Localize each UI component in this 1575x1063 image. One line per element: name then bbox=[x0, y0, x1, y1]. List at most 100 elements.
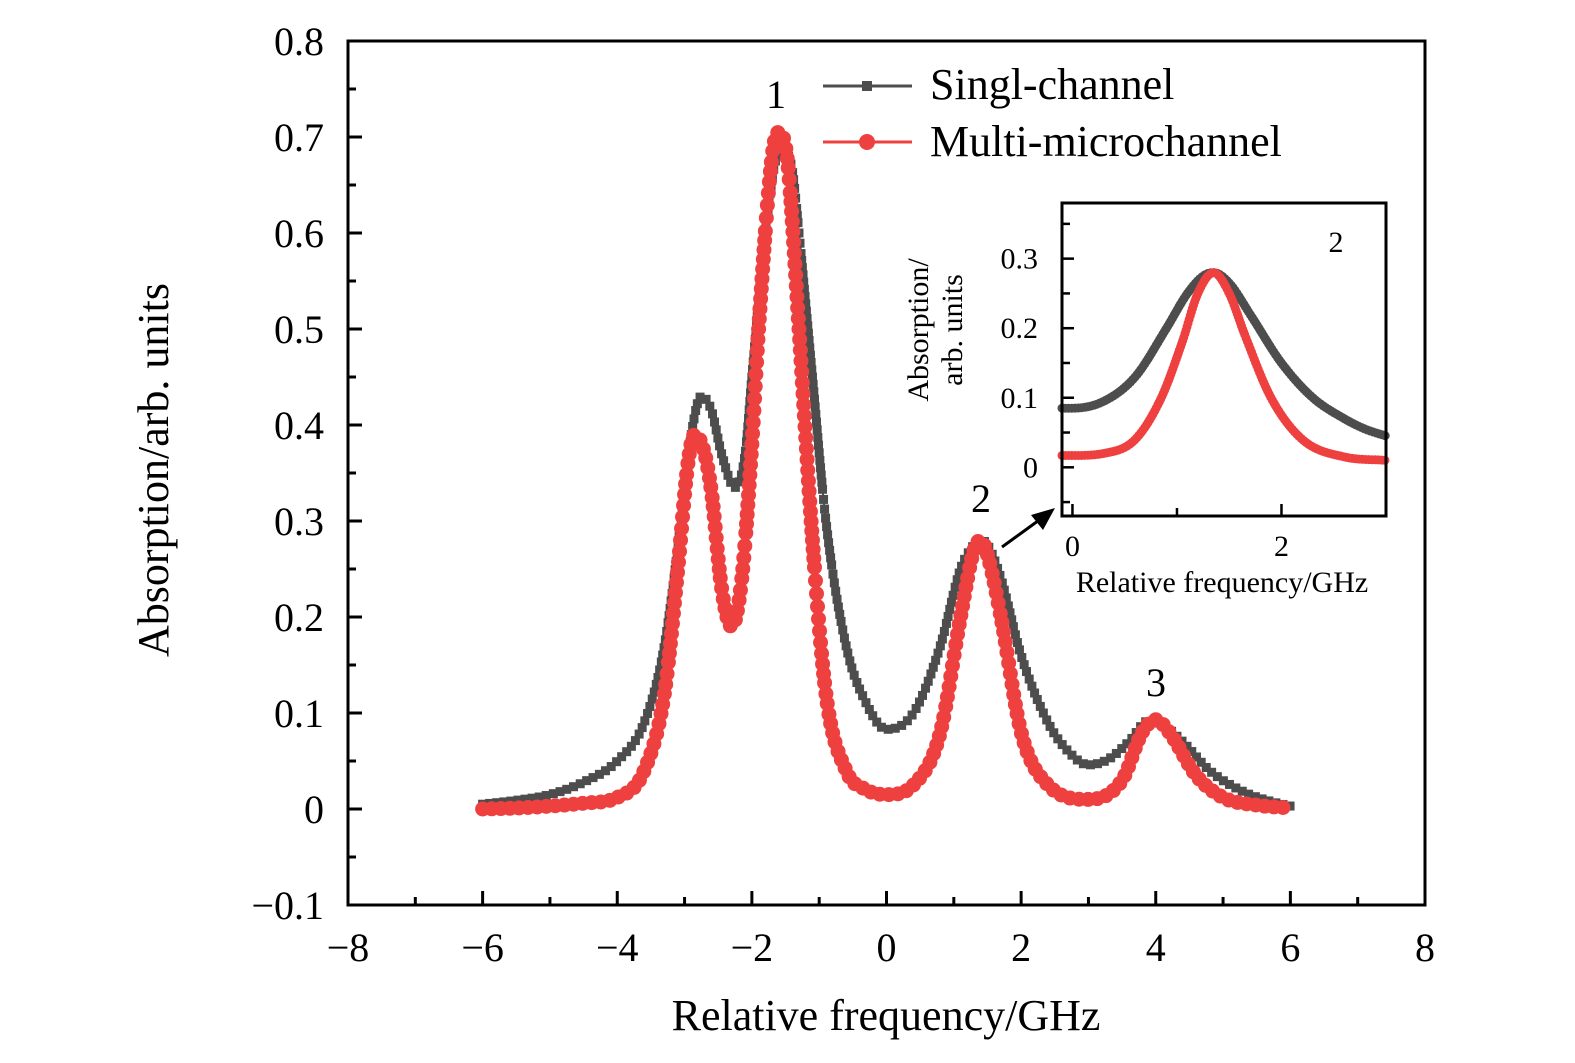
data-point-singl-channel bbox=[622, 747, 632, 757]
data-point-singl-channel bbox=[797, 263, 807, 273]
data-point-singl-channel bbox=[861, 698, 871, 708]
data-point-singl-channel bbox=[1010, 630, 1020, 640]
data-point-singl-channel bbox=[1187, 747, 1197, 757]
data-point-singl-channel bbox=[1244, 789, 1254, 799]
data-point-singl-channel bbox=[868, 711, 878, 721]
data-point-singl-channel bbox=[801, 306, 811, 316]
data-point-singl-channel bbox=[847, 663, 857, 673]
data-point-singl-channel bbox=[1032, 694, 1042, 704]
inset-x-tick-label: 0 bbox=[1065, 530, 1080, 563]
data-point-singl-channel bbox=[739, 454, 749, 464]
data-point-singl-channel bbox=[1191, 752, 1201, 762]
data-point-singl-channel bbox=[713, 433, 723, 443]
data-point-multi-microchannel bbox=[786, 234, 802, 250]
data-point-singl-channel bbox=[1019, 660, 1029, 670]
data-point-multi-microchannel bbox=[679, 466, 695, 482]
data-point-singl-channel bbox=[736, 470, 746, 480]
data-point-multi-microchannel bbox=[735, 561, 751, 577]
data-point-singl-channel bbox=[897, 720, 907, 730]
data-point-multi-microchannel bbox=[796, 397, 812, 413]
data-point-singl-channel bbox=[1005, 608, 1015, 618]
peak-label-1: 1 bbox=[766, 72, 786, 117]
data-point-singl-channel bbox=[541, 791, 551, 801]
data-point-multi-microchannel bbox=[787, 256, 803, 272]
data-point-multi-microchannel bbox=[794, 375, 810, 391]
data-point-singl-channel bbox=[801, 299, 811, 309]
data-point-singl-channel bbox=[832, 594, 842, 604]
data-point-multi-microchannel bbox=[792, 342, 808, 358]
legend-marker-circle bbox=[859, 134, 875, 150]
data-point-singl-channel bbox=[819, 494, 829, 504]
data-point-singl-channel bbox=[845, 656, 855, 666]
data-point-singl-channel bbox=[721, 463, 731, 473]
data-point-singl-channel bbox=[1257, 794, 1267, 804]
inset-plot-frame bbox=[1060, 201, 1388, 518]
data-point-singl-channel bbox=[695, 392, 705, 402]
data-point-singl-channel bbox=[926, 669, 936, 679]
data-point-singl-channel bbox=[1027, 681, 1037, 691]
data-point-singl-channel bbox=[555, 787, 565, 797]
data-point-singl-channel bbox=[640, 716, 650, 726]
data-point-singl-channel bbox=[858, 691, 868, 701]
data-point-singl-channel bbox=[827, 560, 837, 570]
data-point-singl-channel bbox=[692, 399, 702, 409]
data-point-multi-microchannel bbox=[659, 666, 675, 682]
data-point-singl-channel bbox=[612, 757, 622, 767]
data-point-singl-channel bbox=[705, 401, 715, 411]
data-point-singl-channel bbox=[562, 784, 572, 794]
data-point-multi-microchannel bbox=[799, 452, 815, 468]
data-point-singl-channel bbox=[1008, 622, 1018, 632]
main-y-tick-label: 0.3 bbox=[274, 499, 324, 544]
data-point-singl-channel bbox=[816, 470, 826, 480]
data-point-singl-channel bbox=[817, 477, 827, 487]
data-point-multi-microchannel bbox=[788, 278, 804, 294]
data-point-singl-channel bbox=[995, 570, 1005, 580]
data-point-multi-microchannel bbox=[1275, 799, 1291, 815]
data-point-singl-channel bbox=[809, 387, 819, 397]
data-point-singl-channel bbox=[711, 425, 721, 435]
data-point-multi-microchannel bbox=[671, 554, 687, 570]
data-point-singl-channel bbox=[1014, 645, 1024, 655]
data-point-singl-channel bbox=[825, 545, 835, 555]
data-point-singl-channel bbox=[937, 634, 947, 644]
data-point-multi-microchannel bbox=[790, 300, 806, 316]
data-point-singl-channel bbox=[723, 470, 733, 480]
data-point-singl-channel bbox=[548, 789, 558, 799]
main-x-tick-label: −4 bbox=[596, 925, 639, 970]
inset-y-tick-label: 0.1 bbox=[1001, 382, 1039, 415]
data-point-singl-channel bbox=[606, 762, 616, 772]
data-point-multi-microchannel bbox=[745, 426, 761, 442]
data-point-multi-microchannel bbox=[781, 171, 797, 187]
data-point-singl-channel bbox=[952, 575, 962, 585]
data-point-singl-channel bbox=[719, 456, 729, 466]
data-point-multi-microchannel bbox=[676, 497, 692, 513]
data-point-singl-channel bbox=[1122, 739, 1132, 749]
data-point-singl-channel bbox=[805, 350, 815, 360]
data-point-singl-channel bbox=[839, 633, 849, 643]
data-point-singl-channel bbox=[701, 394, 711, 404]
data-point-singl-channel bbox=[726, 477, 736, 487]
data-point-singl-channel bbox=[803, 328, 813, 338]
data-point-singl-channel bbox=[1231, 783, 1241, 793]
data-point-singl-channel bbox=[1067, 750, 1077, 760]
data-point-multi-microchannel bbox=[749, 343, 765, 359]
data-point-singl-channel bbox=[1237, 786, 1247, 796]
main-x-tick-label: 0 bbox=[877, 925, 897, 970]
data-point-multi-microchannel bbox=[817, 675, 833, 691]
data-point-multi-microchannel bbox=[796, 408, 812, 424]
main-x-tick-label: 4 bbox=[1146, 925, 1166, 970]
data-point-singl-channel bbox=[828, 569, 838, 579]
data-point-singl-channel bbox=[833, 602, 843, 612]
main-y-tick-label: 0.5 bbox=[274, 307, 324, 352]
data-point-multi-microchannel bbox=[708, 530, 724, 546]
data-point-singl-channel bbox=[823, 530, 833, 540]
data-point-singl-channel bbox=[1024, 674, 1034, 684]
data-point-singl-channel bbox=[1007, 615, 1017, 625]
data-point-multi-microchannel bbox=[672, 543, 688, 559]
data-point-multi-microchannel bbox=[813, 634, 829, 650]
main-axes: −8 −6 −4 −2 0 2 4 6 8−0.100.10.20.30.40.50.60.70… bbox=[251, 19, 1435, 970]
data-point-singl-channel bbox=[1182, 741, 1192, 751]
data-point-multi-microchannel bbox=[789, 289, 805, 305]
inset-arrow bbox=[1001, 508, 1055, 549]
data-point-singl-channel bbox=[812, 425, 822, 435]
